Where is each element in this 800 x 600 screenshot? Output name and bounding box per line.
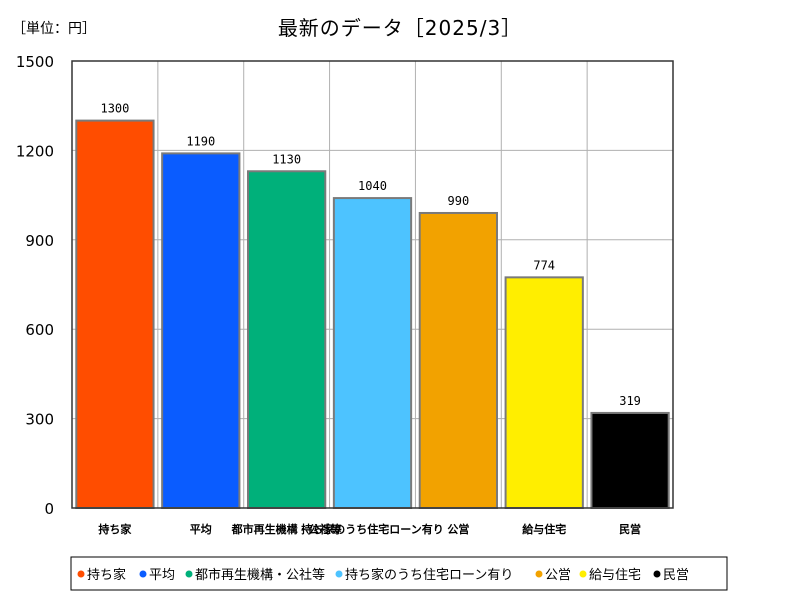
- legend-marker: [185, 570, 193, 578]
- data-label: 774: [533, 258, 555, 272]
- bar: [332, 197, 413, 510]
- legend-label: 持ち家のうち住宅ローン有り: [345, 567, 513, 583]
- bar: [418, 211, 498, 509]
- y-tick-label: 900: [25, 232, 54, 250]
- x-tick-label: 給与住宅: [522, 522, 566, 536]
- y-tick-label: 1500: [16, 53, 54, 71]
- legend-label: 持ち家: [87, 567, 126, 583]
- unit-label: ［単位：円］: [12, 21, 96, 37]
- data-label: 1300: [100, 102, 129, 116]
- y-tick-label: 300: [25, 411, 54, 429]
- legend-marker: [77, 570, 85, 578]
- bar: [161, 152, 241, 509]
- legend-marker: [653, 570, 661, 578]
- bar: [504, 276, 584, 509]
- x-tick-label: 持ち家: [98, 522, 132, 536]
- legend-marker: [335, 570, 343, 578]
- data-label: 1040: [358, 179, 387, 193]
- legend-label: 公営: [545, 568, 571, 583]
- x-tick-label: 公営: [447, 522, 469, 536]
- x-tick-label: 持ち家のうち住宅ローン有り: [301, 522, 443, 536]
- data-label: 1190: [186, 134, 215, 148]
- data-label: 319: [619, 394, 641, 408]
- x-tick-label: 都市再生機構・公社等: [231, 522, 342, 536]
- legend-label: 都市再生機構・公社等: [195, 567, 325, 583]
- bar: [247, 170, 327, 509]
- data-label: 1130: [272, 152, 301, 166]
- chart-title: 最新のデータ［2025/3］: [277, 16, 523, 40]
- legend-label: 平均: [149, 568, 175, 583]
- legend-marker: [579, 570, 587, 578]
- bar: [590, 411, 670, 509]
- x-tick-label: 民営: [619, 522, 641, 536]
- y-tick-label: 0: [44, 500, 54, 518]
- plot-frame: [71, 60, 674, 509]
- legend-box: [70, 556, 728, 591]
- legend-label: 民営: [663, 568, 689, 583]
- legend-label: 給与住宅: [589, 568, 641, 583]
- legend-marker: [139, 570, 147, 578]
- data-label: 990: [448, 194, 470, 208]
- x-tick-label: 平均: [190, 522, 212, 536]
- y-tick-label: 1200: [16, 142, 54, 160]
- y-tick-label: 600: [25, 321, 54, 339]
- legend-marker: [535, 570, 543, 578]
- bar: [75, 119, 155, 509]
